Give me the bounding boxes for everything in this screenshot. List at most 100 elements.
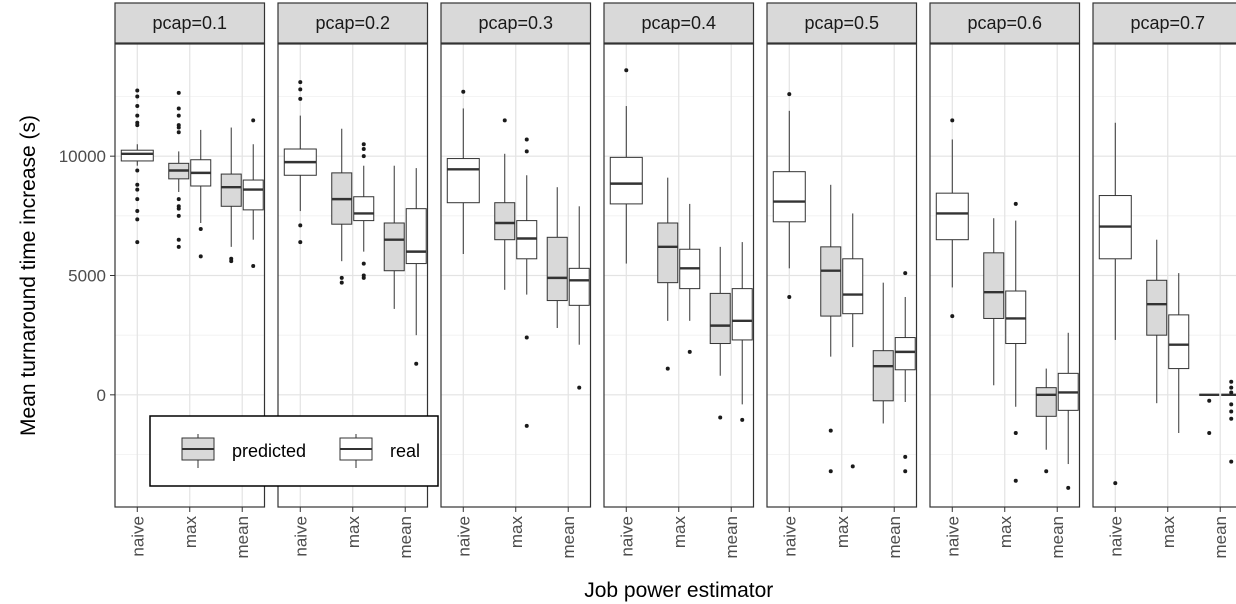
outlier-point bbox=[198, 226, 203, 231]
outlier-point bbox=[298, 223, 303, 228]
facet-strip-label: pcap=0.3 bbox=[478, 13, 553, 33]
outlier-point bbox=[1229, 409, 1234, 414]
box-iqr bbox=[772, 171, 806, 223]
outlier-point bbox=[624, 68, 629, 73]
facet-panels: pcap=0.1 naive max mean pcap=0.2 naive max mean… bbox=[114, 2, 1236, 559]
outlier-point bbox=[176, 130, 181, 135]
x-tick-label: max bbox=[344, 516, 363, 549]
outlier-point bbox=[361, 261, 366, 266]
box-iqr bbox=[568, 267, 590, 306]
box-iqr bbox=[446, 158, 480, 204]
outlier-point bbox=[461, 89, 466, 94]
facet-strip-label: pcap=0.1 bbox=[152, 13, 227, 33]
x-tick-label: max bbox=[833, 516, 852, 549]
box-iqr bbox=[405, 208, 427, 265]
outlier-point bbox=[176, 213, 181, 218]
boxplot-naive-combined bbox=[446, 89, 480, 255]
outlier-point bbox=[1229, 416, 1234, 421]
facet-strip-label: pcap=0.7 bbox=[1130, 13, 1205, 33]
outlier-point bbox=[135, 240, 140, 245]
boxplot-naive-combined bbox=[772, 92, 806, 299]
boxplot-mean-predicted bbox=[872, 282, 894, 424]
boxplot-mean-real bbox=[405, 168, 427, 366]
outlier-point bbox=[1229, 402, 1234, 407]
x-tick-label: max bbox=[996, 516, 1015, 549]
outlier-point bbox=[251, 263, 256, 268]
outlier-point bbox=[176, 237, 181, 242]
boxplot-mean-predicted bbox=[220, 127, 242, 264]
boxplot-mean-predicted bbox=[1035, 368, 1057, 474]
legend-key-predicted bbox=[181, 434, 215, 468]
outlier-point bbox=[1229, 390, 1234, 395]
x-tick-label: mean bbox=[1211, 516, 1230, 559]
outlier-point bbox=[524, 137, 529, 142]
box-iqr bbox=[1035, 387, 1057, 417]
boxplot-max-real bbox=[1168, 273, 1190, 434]
boxplot-max-predicted bbox=[983, 218, 1005, 386]
facet-strip bbox=[277, 2, 429, 44]
x-tick-label: naive bbox=[780, 516, 799, 557]
outlier-point bbox=[361, 275, 366, 280]
x-tick-label: naive bbox=[617, 516, 636, 557]
outlier-point bbox=[176, 125, 181, 130]
x-tick-label: max bbox=[670, 516, 689, 549]
outlier-point bbox=[135, 217, 140, 222]
boxplot-max-predicted bbox=[331, 128, 353, 285]
legend-label-real: real bbox=[390, 441, 420, 461]
x-tick-label: mean bbox=[885, 516, 904, 559]
boxplot-max-real bbox=[1005, 201, 1027, 483]
box-iqr bbox=[353, 196, 375, 222]
x-tick-label: max bbox=[181, 516, 200, 549]
outlier-point bbox=[850, 464, 855, 469]
boxplot-max-predicted bbox=[1146, 239, 1168, 404]
boxplot-mean-predicted bbox=[546, 187, 568, 329]
boxplot-max-real bbox=[190, 129, 212, 259]
y-axis-title: Mean turnaround time increase (s) bbox=[17, 115, 40, 436]
box-iqr bbox=[894, 337, 916, 371]
box-iqr bbox=[120, 149, 154, 162]
box-iqr bbox=[983, 252, 1005, 319]
outlier-point bbox=[1013, 478, 1018, 483]
box-iqr bbox=[820, 246, 842, 317]
outlier-point bbox=[298, 96, 303, 101]
boxplot-max-predicted bbox=[657, 177, 679, 371]
outlier-point bbox=[577, 385, 582, 390]
boxplot-max-predicted bbox=[494, 118, 516, 290]
outlier-point bbox=[1229, 459, 1234, 464]
legend-key-real bbox=[339, 434, 373, 468]
box-iqr bbox=[546, 236, 568, 302]
boxplot-naive-combined bbox=[1098, 122, 1132, 486]
outlier-point bbox=[176, 106, 181, 111]
legend: predicted real bbox=[149, 415, 439, 487]
boxplot-max-predicted bbox=[820, 184, 842, 474]
y-tick-label: 0 bbox=[97, 386, 106, 405]
outlier-point bbox=[135, 113, 140, 118]
x-tick-label: max bbox=[507, 516, 526, 549]
outlier-point bbox=[176, 244, 181, 249]
x-tick-label: mean bbox=[1048, 516, 1067, 559]
boxplot-mean-real bbox=[1057, 332, 1079, 490]
outlier-point bbox=[740, 417, 745, 422]
box-iqr bbox=[220, 173, 242, 207]
y-tick-label: 5000 bbox=[68, 267, 106, 286]
x-tick-label: naive bbox=[128, 516, 147, 557]
outlier-point bbox=[339, 280, 344, 285]
facet-panel: pcap=0.1 naive max mean bbox=[114, 2, 266, 559]
boxplot-mean-real bbox=[894, 271, 916, 474]
outlier-point bbox=[787, 294, 792, 299]
facet-strip-label: pcap=0.5 bbox=[804, 13, 879, 33]
outlier-point bbox=[950, 118, 955, 123]
x-axis-title: Job power estimator bbox=[584, 579, 773, 602]
outlier-point bbox=[1207, 398, 1212, 403]
facet-panel: pcap=0.5 naive max mean bbox=[766, 2, 918, 559]
axes-layer: 0 5000 10000 Mean turnaround time increase … bbox=[17, 115, 773, 602]
outlier-point bbox=[687, 349, 692, 354]
box-iqr bbox=[1146, 279, 1168, 336]
boxplot-max-real bbox=[679, 203, 701, 354]
facet-panel: pcap=0.4 naive max mean bbox=[603, 2, 755, 559]
box-iqr bbox=[709, 292, 731, 345]
outlier-point bbox=[1207, 431, 1212, 436]
outlier-point bbox=[298, 87, 303, 92]
outlier-point bbox=[665, 366, 670, 371]
outlier-point bbox=[229, 259, 234, 264]
